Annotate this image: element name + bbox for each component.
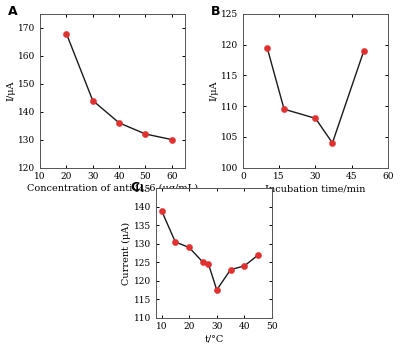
Y-axis label: Current (μA): Current (μA): [122, 222, 131, 284]
Text: A: A: [8, 5, 18, 18]
Y-axis label: I/μA: I/μA: [6, 81, 15, 101]
X-axis label: Incubation time/min: Incubation time/min: [265, 184, 366, 193]
Text: C: C: [130, 181, 140, 194]
X-axis label: Concentration of anti-IL-6 (μg/mL): Concentration of anti-IL-6 (μg/mL): [27, 184, 198, 193]
Y-axis label: I/μA: I/μA: [209, 81, 218, 101]
Text: B: B: [211, 5, 220, 18]
X-axis label: t/°C: t/°C: [204, 334, 224, 343]
